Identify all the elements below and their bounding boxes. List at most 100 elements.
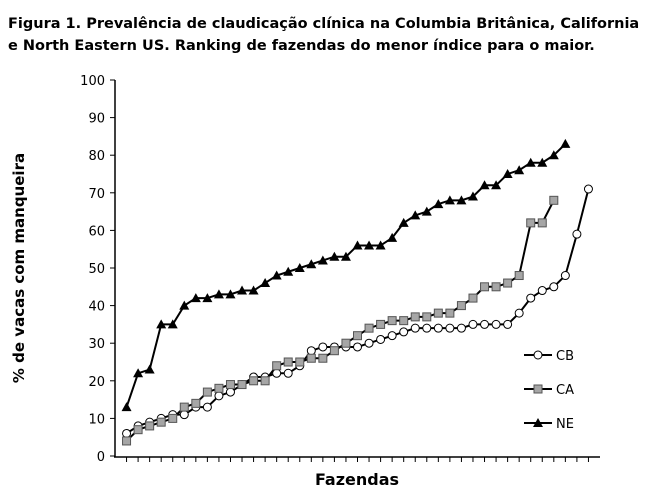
marker	[537, 286, 547, 296]
marker	[444, 195, 455, 205]
marker	[376, 334, 386, 344]
marker	[179, 300, 190, 310]
marker	[491, 282, 501, 292]
marker	[410, 323, 420, 333]
marker	[387, 232, 398, 242]
y-tick-label: 20	[88, 375, 105, 390]
marker	[560, 138, 571, 148]
series-line	[125, 199, 555, 442]
marker	[533, 418, 543, 427]
x-axis-label: Fazendas	[315, 470, 399, 489]
marker	[225, 380, 235, 390]
chart-title: Figura 1. Prevalência de claudicação clí…	[8, 16, 639, 32]
marker	[533, 384, 543, 394]
marker	[144, 364, 155, 374]
marker	[341, 338, 351, 348]
marker	[503, 319, 513, 329]
marker	[421, 206, 432, 216]
y-tick-label: 70	[88, 187, 105, 202]
marker	[525, 157, 536, 167]
marker	[260, 376, 270, 386]
marker	[422, 312, 432, 322]
marker	[376, 319, 386, 329]
marker	[271, 270, 282, 280]
marker	[387, 316, 397, 326]
marker	[560, 271, 570, 281]
marker	[467, 191, 478, 201]
legend-label: NE	[556, 417, 574, 432]
marker	[548, 150, 559, 160]
y-tick-label: 0	[97, 450, 105, 465]
marker	[237, 285, 248, 295]
marker	[353, 331, 362, 341]
marker	[502, 169, 513, 178]
y-tick-label: 50	[88, 262, 105, 277]
marker	[340, 251, 351, 261]
marker	[422, 323, 432, 333]
marker	[167, 319, 178, 329]
marker	[514, 271, 524, 281]
marker	[526, 293, 536, 303]
marker	[283, 357, 293, 367]
marker	[306, 346, 316, 356]
marker	[491, 319, 501, 329]
marker	[433, 199, 444, 209]
marker	[168, 413, 178, 423]
marker	[410, 312, 420, 322]
marker	[537, 218, 547, 228]
marker	[248, 285, 259, 295]
marker	[283, 266, 294, 276]
marker	[433, 323, 443, 333]
marker	[364, 240, 375, 250]
marker	[398, 217, 409, 227]
marker	[549, 282, 559, 292]
marker	[537, 157, 548, 167]
marker	[503, 278, 513, 288]
marker	[583, 184, 593, 194]
marker	[352, 240, 363, 250]
legend-label: CB	[556, 349, 574, 364]
marker	[329, 251, 340, 261]
marker	[122, 436, 132, 446]
marker	[214, 383, 224, 393]
marker	[410, 210, 421, 220]
series-line	[125, 143, 567, 408]
marker	[133, 368, 144, 378]
y-axis-label: % de vacas com manqueira	[10, 153, 28, 383]
y-tick-label: 10	[88, 412, 105, 427]
marker	[456, 195, 467, 205]
marker	[514, 308, 524, 318]
marker	[179, 402, 189, 412]
marker	[191, 398, 201, 408]
marker	[156, 319, 167, 329]
marker	[179, 410, 189, 420]
marker	[514, 165, 525, 175]
marker	[318, 342, 328, 352]
marker	[295, 357, 305, 367]
marker	[399, 327, 409, 337]
marker	[260, 278, 271, 288]
marker	[353, 342, 362, 352]
y-tick-label: 40	[88, 300, 105, 315]
marker	[480, 282, 490, 292]
marker	[399, 316, 409, 326]
marker	[433, 308, 443, 318]
marker	[445, 323, 455, 333]
y-tick-label: 90	[88, 112, 105, 127]
marker	[549, 195, 559, 205]
marker	[121, 402, 132, 412]
marker	[237, 380, 247, 390]
marker	[468, 293, 478, 303]
marker	[190, 293, 201, 303]
marker	[526, 218, 536, 228]
marker	[456, 301, 466, 311]
marker	[306, 353, 316, 363]
marker	[225, 387, 235, 397]
y-tick-label: 60	[88, 224, 105, 239]
marker	[272, 361, 282, 371]
marker	[317, 255, 328, 265]
marker	[249, 376, 259, 386]
marker	[480, 319, 490, 329]
marker	[468, 319, 478, 329]
